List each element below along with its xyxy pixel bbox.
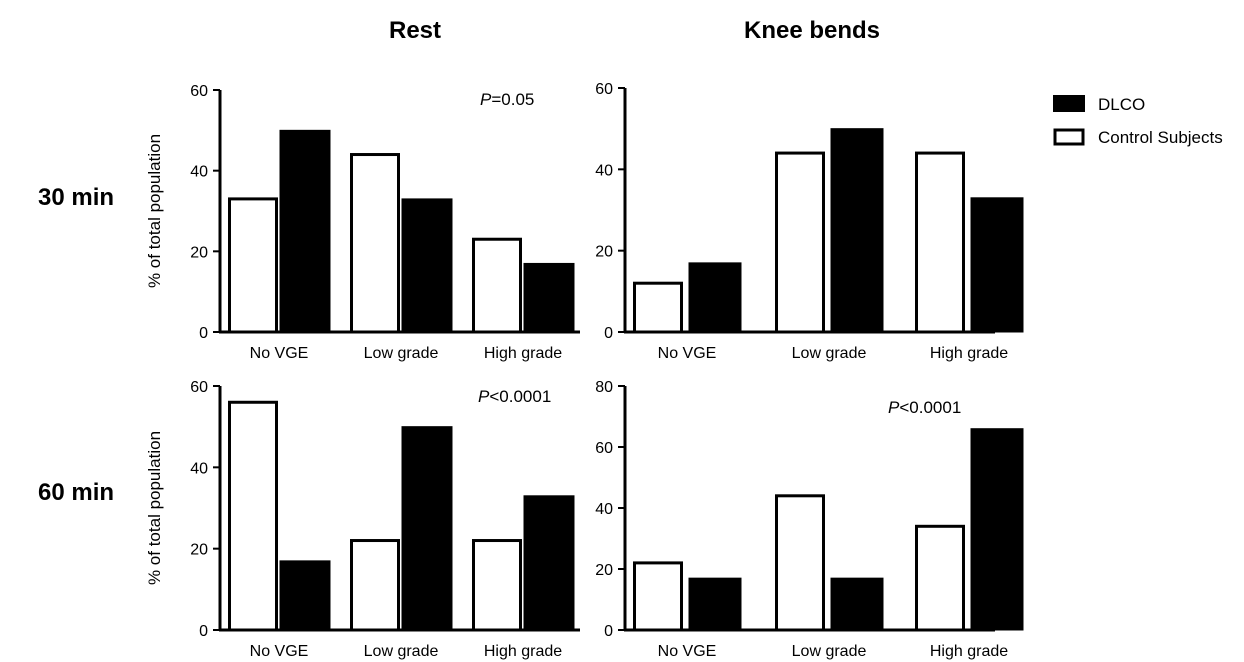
column-title-rest: Rest xyxy=(389,17,441,44)
bar-dlco-high-grade xyxy=(970,428,1024,631)
bar-control-high-grade xyxy=(472,237,522,334)
chart-panel-60-min-rest: 0 20 40 60 No VGE Low grade High grade % of tot… xyxy=(145,379,580,660)
y-tick-label: 40 xyxy=(190,460,208,477)
bar-control-no-vge xyxy=(633,561,683,632)
bar-dlco-low-grade xyxy=(401,426,453,631)
bar-control-high-grade xyxy=(915,151,965,334)
bar-dlco-no-vge xyxy=(688,262,742,333)
x-tick-label-low-grade: Low grade xyxy=(364,643,439,660)
bar-control-low-grade xyxy=(350,539,400,632)
p-value-text: =0.05 xyxy=(491,90,534,109)
legend-swatch-dlco xyxy=(1053,95,1085,112)
x-tick-label-low-grade: Low grade xyxy=(792,345,867,362)
bar-control-high-grade xyxy=(915,524,965,632)
row-label-60-min: 60 min xyxy=(38,479,114,506)
bar-control-low-grade xyxy=(350,153,400,334)
bar-dlco-no-vge xyxy=(688,577,742,631)
y-tick-label: 0 xyxy=(199,623,208,640)
bar-dlco-low-grade xyxy=(830,577,884,631)
bar-dlco-no-vge xyxy=(279,560,331,631)
y-tick-label: 20 xyxy=(595,244,613,261)
y-tick-label: 0 xyxy=(604,325,613,342)
bar-dlco-low-grade xyxy=(830,128,884,333)
x-tick-label-high-grade: High grade xyxy=(930,643,1008,660)
x-tick-label-no-vge: No VGE xyxy=(250,643,309,660)
y-tick-label: 40 xyxy=(595,162,613,179)
chart-panel-30-min-knee-bends: 0 20 40 60 No VGE Low grade High grade xyxy=(595,81,1024,362)
bar-control-high-grade xyxy=(472,539,522,632)
column-title-knee-bends: Knee bends xyxy=(744,17,880,44)
x-tick-label-high-grade: High grade xyxy=(484,643,562,660)
x-tick-label-no-vge: No VGE xyxy=(250,345,309,362)
y-tick-label: 60 xyxy=(190,83,208,100)
legend: DLCO Control Subjects xyxy=(1053,95,1223,147)
legend-label-dlco: DLCO xyxy=(1098,95,1145,114)
y-tick-label: 80 xyxy=(595,379,613,396)
y-tick-label: 60 xyxy=(595,81,613,98)
row-label-30-min: 30 min xyxy=(38,184,114,211)
bar-dlco-high-grade xyxy=(523,495,575,631)
y-tick-label: 20 xyxy=(190,542,208,559)
x-tick-label-low-grade: Low grade xyxy=(792,643,867,660)
y-tick-label: 60 xyxy=(190,379,208,396)
bar-dlco-low-grade xyxy=(401,198,453,333)
y-tick-label: 40 xyxy=(190,164,208,181)
p-value-text: <0.0001 xyxy=(899,398,961,417)
legend-label-control: Control Subjects xyxy=(1098,128,1223,147)
p-value-annotation: P<0.0001 xyxy=(888,398,961,417)
y-axis-title: % of total population xyxy=(145,134,164,288)
p-value-symbol: P xyxy=(480,90,492,109)
p-value-text: <0.0001 xyxy=(489,387,551,406)
bar-dlco-high-grade xyxy=(970,197,1024,333)
x-tick-label-no-vge: No VGE xyxy=(658,345,717,362)
x-tick-label-high-grade: High grade xyxy=(930,345,1008,362)
bar-control-no-vge xyxy=(228,197,278,334)
bar-control-no-vge xyxy=(228,400,278,632)
bar-control-no-vge xyxy=(633,281,683,334)
p-value-annotation: P<0.0001 xyxy=(478,387,551,406)
x-tick-label-low-grade: Low grade xyxy=(364,345,439,362)
bar-dlco-high-grade xyxy=(523,262,575,333)
y-tick-label: 40 xyxy=(595,501,613,518)
bar-control-low-grade xyxy=(775,151,825,334)
bar-dlco-no-vge xyxy=(279,129,331,333)
y-tick-label: 0 xyxy=(199,325,208,342)
y-tick-label: 20 xyxy=(190,244,208,261)
p-value-symbol: P xyxy=(478,387,490,406)
y-tick-label: 20 xyxy=(595,562,613,579)
y-tick-label: 60 xyxy=(595,440,613,457)
y-tick-label: 0 xyxy=(604,623,613,640)
chart-panel-60-min-knee-bends: 0 20 40 60 80 No VGE Low grade High grade P<0.00… xyxy=(595,379,1024,660)
chart-panel-30-min-rest: 0 20 40 60 No VGE Low grade High grade % of tot… xyxy=(145,83,580,362)
p-value-annotation: P=0.05 xyxy=(480,90,534,109)
legend-swatch-control xyxy=(1053,128,1085,146)
chart-panels: 0 20 40 60 No VGE Low grade High grade % of tot… xyxy=(145,81,1024,660)
x-tick-label-no-vge: No VGE xyxy=(658,643,717,660)
p-value-symbol: P xyxy=(888,398,900,417)
x-tick-label-high-grade: High grade xyxy=(484,345,562,362)
bar-control-low-grade xyxy=(775,494,825,632)
y-axis-title: % of total population xyxy=(145,431,164,585)
